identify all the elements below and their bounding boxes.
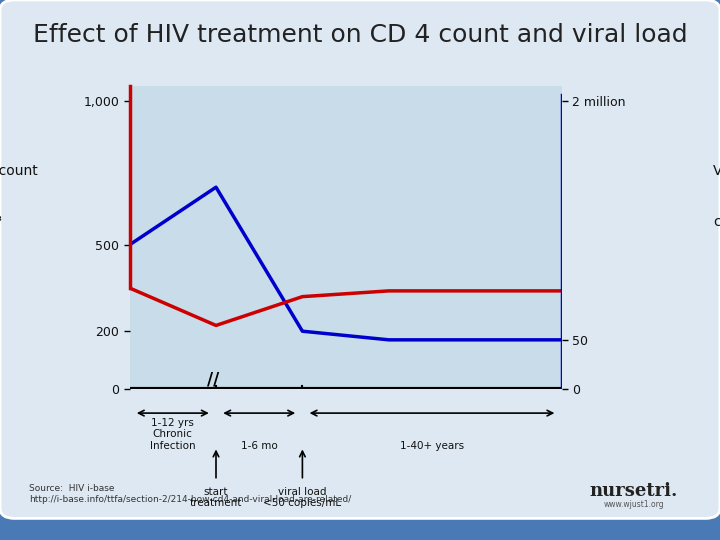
Text: mm ³: mm ³ [0, 215, 2, 230]
Text: 1-6 mo: 1-6 mo [240, 441, 278, 451]
Text: copies/mL: copies/mL [713, 215, 720, 230]
Text: www.wjust1.org: www.wjust1.org [603, 501, 664, 509]
FancyBboxPatch shape [0, 0, 720, 518]
Text: Source:  HIV i-base
http://i-base.info/ttfa/section-2/214-how-cd4-and-viral-load: Source: HIV i-base http://i-base.info/tt… [29, 484, 351, 504]
Text: nursetri.: nursetri. [590, 482, 678, 501]
Text: start
treatment: start treatment [190, 487, 242, 508]
Text: Viral load: Viral load [713, 164, 720, 178]
Text: 1-40+ years: 1-40+ years [400, 441, 464, 451]
Text: Effect of HIV treatment on CD 4 count and viral load: Effect of HIV treatment on CD 4 count an… [32, 23, 688, 47]
Text: viral load
<50 copies/mL: viral load <50 copies/mL [264, 487, 341, 508]
Text: 1-12 yrs
Chronic
Infection: 1-12 yrs Chronic Infection [150, 418, 196, 451]
Text: CD4 count: CD4 count [0, 164, 38, 178]
Text: //: // [207, 371, 225, 389]
